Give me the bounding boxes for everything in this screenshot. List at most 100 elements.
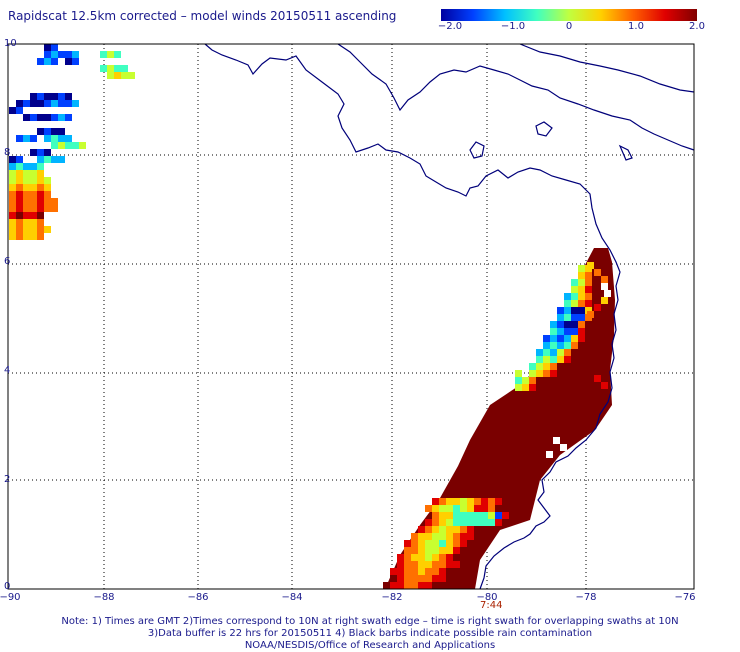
wind-cell: [536, 363, 543, 370]
wind-cell: [404, 547, 411, 554]
wind-cell: [453, 547, 460, 554]
wind-cell: [488, 505, 495, 512]
wind-cell: [550, 370, 557, 377]
wind-cell: [107, 51, 114, 58]
wind-cell: [9, 107, 16, 114]
wind-cell: [425, 554, 432, 561]
wind-cell: [30, 198, 37, 205]
wind-cell: [23, 198, 30, 205]
wind-cell: [564, 300, 571, 307]
wind-cell: [467, 540, 474, 547]
wind-cell: [587, 311, 594, 318]
wind-cell: [425, 547, 432, 554]
wind-cell: [529, 377, 536, 384]
wind-cell: [397, 582, 404, 589]
wind-cell: [550, 349, 557, 356]
wind-cell: [550, 363, 557, 370]
wind-cell: [502, 512, 509, 519]
wind-cell: [446, 575, 453, 582]
wind-cell: [585, 286, 592, 293]
wind-cell: [418, 547, 425, 554]
wind-cell: [585, 293, 592, 300]
wind-cell: [65, 51, 72, 58]
wind-cell: [585, 279, 592, 286]
wind-cell: [404, 582, 411, 589]
wind-cell: [529, 363, 536, 370]
wind-cell: [23, 184, 30, 191]
wind-cell: [51, 93, 58, 100]
wind-cell: [601, 382, 608, 389]
wind-cell: [44, 58, 51, 65]
wind-cell: [128, 72, 135, 79]
wind-cell: [37, 100, 44, 107]
wind-cell: [37, 149, 44, 156]
wind-cell: [107, 65, 114, 72]
wind-cell: [550, 328, 557, 335]
lon-label: −90: [0, 592, 21, 603]
wind-cell: [578, 293, 585, 300]
no-data-cell: [560, 444, 567, 451]
footnote: Note: 1) Times are GMT 2)Times correspon…: [0, 616, 740, 652]
wind-cell: [460, 533, 467, 540]
wind-cell: [543, 363, 550, 370]
wind-cell: [121, 65, 128, 72]
wind-cell: [453, 575, 460, 582]
wind-cell: [446, 533, 453, 540]
wind-cell: [72, 51, 79, 58]
wind-cell: [37, 170, 44, 177]
colorbar-tick-label: 1.0: [628, 21, 644, 32]
wind-cell: [460, 512, 467, 519]
coastline-path: [204, 43, 621, 590]
wind-cell: [439, 533, 446, 540]
wind-cell: [460, 547, 467, 554]
wind-cell: [495, 512, 502, 519]
wind-cell: [9, 219, 16, 226]
map-frame: [7, 43, 695, 590]
wind-cell: [495, 498, 502, 505]
lat-label: 2: [4, 474, 11, 485]
wind-cell: [411, 533, 418, 540]
wind-cell: [432, 519, 439, 526]
wind-cell: [30, 212, 37, 219]
lat-label: 4: [4, 365, 11, 376]
coastline-path: [618, 144, 633, 161]
wind-cell: [37, 184, 44, 191]
wind-cell: [23, 205, 30, 212]
footnote-line: Note: 1) Times are GMT 2)Times correspon…: [61, 616, 679, 627]
wind-cell: [432, 554, 439, 561]
wind-cell: [564, 349, 571, 356]
wind-cell: [23, 212, 30, 219]
wind-cell: [58, 51, 65, 58]
wind-cell: [30, 184, 37, 191]
lon-label: −84: [281, 592, 303, 603]
wind-cell: [418, 568, 425, 575]
wind-cell: [536, 356, 543, 363]
wind-cell: [460, 505, 467, 512]
wind-cell: [495, 505, 502, 512]
wind-cell: [30, 163, 37, 170]
wind-cell: [16, 177, 23, 184]
wind-cell: [9, 205, 16, 212]
wind-cell: [37, 114, 44, 121]
wind-cell: [439, 540, 446, 547]
lon-label: −76: [674, 592, 696, 603]
wind-cell: [37, 177, 44, 184]
wind-cell: [16, 107, 23, 114]
wind-cell: [571, 314, 578, 321]
wind-cell: [44, 93, 51, 100]
coastline: [204, 43, 695, 590]
wind-cell: [425, 533, 432, 540]
wind-cell: [550, 335, 557, 342]
wind-cell: [404, 540, 411, 547]
wind-cell: [9, 198, 16, 205]
wind-cell: [594, 269, 601, 276]
wind-cell: [453, 512, 460, 519]
colorbar-gradient: [441, 9, 697, 21]
wind-cell: [564, 321, 571, 328]
wind-cell: [44, 184, 51, 191]
wind-cell: [439, 498, 446, 505]
wind-cell: [571, 300, 578, 307]
wind-cell: [432, 498, 439, 505]
wind-cell: [425, 505, 432, 512]
wind-cell: [578, 307, 585, 314]
